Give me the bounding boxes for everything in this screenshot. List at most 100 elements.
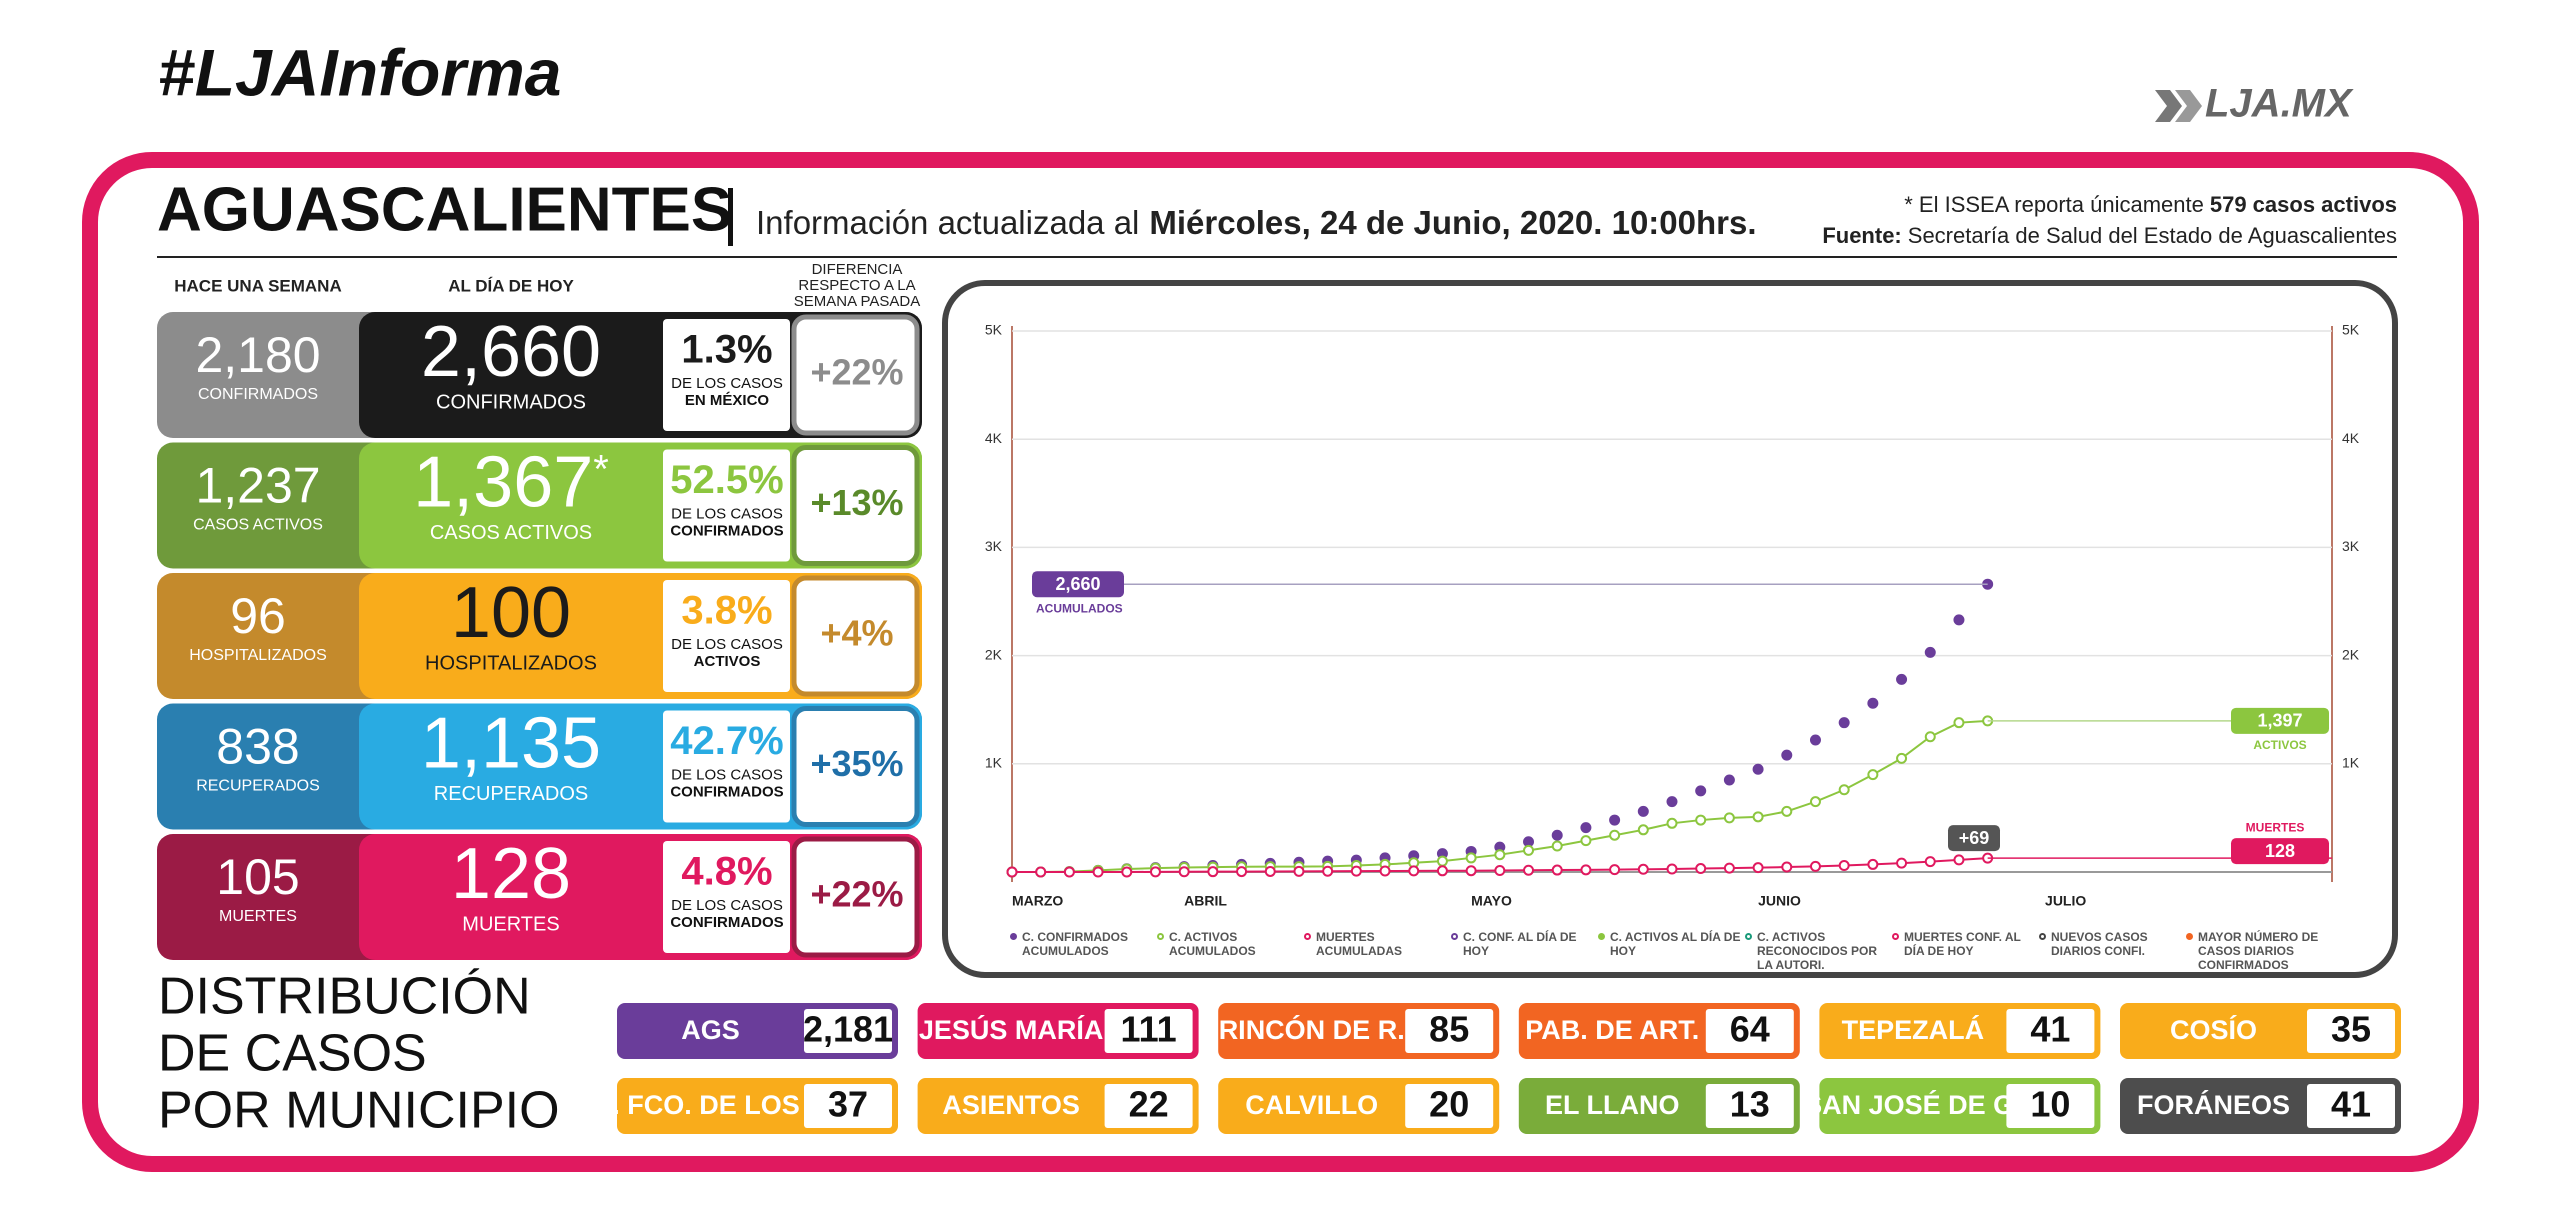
data-point bbox=[1149, 866, 1161, 878]
stat-week: 1,237 bbox=[195, 458, 320, 514]
data-point bbox=[1350, 865, 1362, 877]
stat-today-label: CONFIRMADOS bbox=[436, 391, 586, 413]
legend-label: NUEVOS CASOS DIARIOS CONFI. bbox=[2051, 930, 2148, 958]
data-point bbox=[1637, 863, 1649, 875]
data-point bbox=[1494, 864, 1506, 876]
data-point bbox=[1063, 866, 1075, 878]
stat-today-label: HOSPITALIZADOS bbox=[425, 652, 597, 674]
data-point bbox=[1781, 749, 1793, 761]
column-header: RESPECTO A LA bbox=[798, 277, 915, 294]
data-point bbox=[1924, 856, 1936, 868]
stat-diff-box bbox=[791, 575, 920, 697]
x-tick-label: MARZO bbox=[1012, 893, 1063, 909]
data-point bbox=[1523, 844, 1535, 856]
stat-share: 1.3% bbox=[681, 328, 772, 372]
x-tick-label: JULIO bbox=[2045, 893, 2086, 909]
stat-today-value: 1,367 bbox=[413, 443, 593, 523]
source-text: Secretaría de Salud del Estado de Aguasc… bbox=[1908, 223, 2397, 248]
data-point bbox=[1752, 862, 1764, 874]
legend-item: C. ACTIVOS RECONOCIDOS POR LA AUTORI. bbox=[1745, 930, 1892, 972]
legend-marker bbox=[2186, 933, 2193, 940]
stat-share-label: DE LOS CASOS bbox=[671, 375, 783, 392]
data-point bbox=[1006, 866, 1018, 878]
legend-marker bbox=[1892, 933, 1899, 940]
data-point bbox=[1896, 752, 1908, 764]
data-point bbox=[1781, 805, 1793, 817]
annotation-box bbox=[2231, 707, 2329, 734]
data-point bbox=[1551, 829, 1563, 841]
municipality-value: 10 bbox=[2030, 1084, 2070, 1125]
data-point bbox=[1924, 731, 1936, 743]
municipality-value-box bbox=[1405, 1009, 1494, 1053]
stat-today-value: 128 bbox=[451, 834, 571, 914]
municipality-value-box bbox=[1705, 1084, 1794, 1128]
data-point bbox=[1666, 817, 1678, 829]
data-point bbox=[1609, 829, 1621, 841]
data-point bbox=[1695, 785, 1707, 797]
updated-prefix: Información actualizada al bbox=[756, 204, 1139, 241]
municipality-value: 85 bbox=[1429, 1009, 1469, 1050]
stat-share-label-bold: CONFIRMADOS bbox=[670, 522, 783, 539]
legend-marker bbox=[2039, 933, 2046, 940]
legend-marker bbox=[1304, 933, 1311, 940]
municipality-value-box bbox=[1705, 1009, 1794, 1053]
stat-share: 42.7% bbox=[670, 719, 783, 763]
stat-share-box bbox=[663, 841, 790, 953]
stat-week-label: RECUPERADOS bbox=[196, 778, 320, 795]
legend-item: C. CONF. AL DÍA DE HOY bbox=[1451, 930, 1598, 972]
stat-week-label: CASOS ACTIVOS bbox=[193, 517, 323, 534]
updated-date: Miércoles, 24 de Junio, 2020. 10:00hrs. bbox=[1149, 204, 1756, 241]
legend-marker bbox=[1010, 933, 1017, 940]
stat-diff: +35% bbox=[810, 743, 903, 784]
y2-tick-label: 3K bbox=[2342, 538, 2360, 554]
legend-label: C. ACTIVOS AL DÍA DE HOY bbox=[1610, 930, 1741, 958]
y-tick-label: 2K bbox=[985, 646, 1003, 662]
stat-today: 128 bbox=[451, 834, 571, 914]
logo: LJA.MX bbox=[2205, 82, 2354, 126]
data-point bbox=[1236, 866, 1248, 878]
municipality-title: DE CASOS bbox=[158, 1025, 427, 1083]
x-tick-label: MAYO bbox=[1471, 893, 1512, 909]
data-point bbox=[1666, 863, 1678, 875]
data-point bbox=[1723, 812, 1735, 824]
data-point bbox=[1551, 864, 1563, 876]
y2-tick-label: 5K bbox=[2342, 322, 2360, 338]
legend-label: MUERTES CONF. AL DÍA DE HOY bbox=[1904, 930, 2021, 958]
stat-today-label: MUERTES bbox=[462, 913, 559, 935]
stat-share-label-bold: EN MÉXICO bbox=[685, 392, 770, 409]
data-point bbox=[1867, 769, 1879, 781]
note-prefix: * El ISSEA reporta únicamente bbox=[1904, 192, 2204, 217]
data-point bbox=[1465, 865, 1477, 877]
stat-share-label: DE LOS CASOS bbox=[671, 897, 783, 914]
municipality-value: 20 bbox=[1429, 1084, 1469, 1125]
stat-share-box bbox=[663, 710, 790, 823]
data-point bbox=[1752, 811, 1764, 823]
stat-share-label-bold: CONFIRMADOS bbox=[670, 914, 783, 931]
stat-share-label-bold: CONFIRMADOS bbox=[670, 783, 783, 800]
data-point bbox=[1666, 796, 1678, 808]
municipality-name: JESÚS MARÍA bbox=[919, 1014, 1104, 1045]
data-point bbox=[1695, 814, 1707, 826]
y-tick-label: 1K bbox=[985, 755, 1003, 771]
stat-today: 1,135 bbox=[421, 704, 601, 784]
stat-share-label: DE LOS CASOS bbox=[671, 636, 783, 653]
stat-today-mark: * bbox=[593, 447, 609, 491]
stat-week-label: CONFIRMADOS bbox=[198, 386, 318, 403]
stat-week: 105 bbox=[216, 849, 299, 905]
municipality-value-box bbox=[2307, 1009, 2395, 1053]
stat-today-label: CASOS ACTIVOS bbox=[430, 522, 592, 544]
municipality-value-box bbox=[804, 1084, 892, 1128]
data-point bbox=[1580, 864, 1592, 876]
municipality-value-box bbox=[804, 1009, 892, 1053]
municipality-name: S. FCO. DE LOS R bbox=[594, 1090, 827, 1120]
legend-label: C. CONFIRMADOS ACUMULADOS bbox=[1022, 930, 1128, 958]
legend-marker bbox=[1157, 933, 1164, 940]
municipality-value-box bbox=[1104, 1084, 1193, 1128]
data-point bbox=[1408, 865, 1420, 877]
municipality-value: 111 bbox=[1121, 1009, 1177, 1050]
data-point bbox=[1436, 855, 1448, 867]
y2-tick-label: 1K bbox=[2342, 755, 2360, 771]
data-point bbox=[1178, 866, 1190, 878]
